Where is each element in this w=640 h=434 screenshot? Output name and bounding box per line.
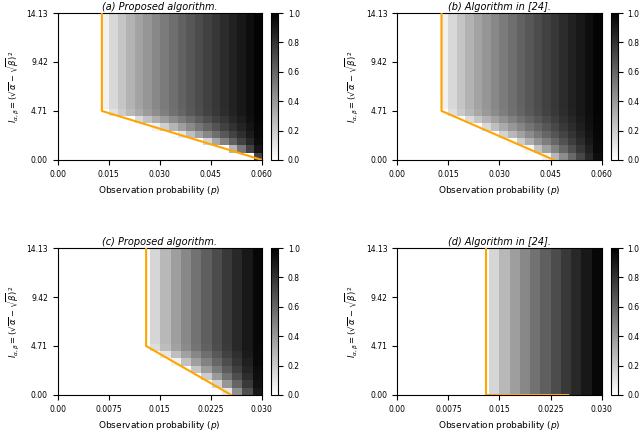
Title: (d) Algorithm in [24].: (d) Algorithm in [24]. xyxy=(448,237,551,247)
Title: (a) Proposed algorithm.: (a) Proposed algorithm. xyxy=(102,2,218,12)
X-axis label: Observation probability $(p)$: Observation probability $(p)$ xyxy=(99,184,221,197)
X-axis label: Observation probability $(p)$: Observation probability $(p)$ xyxy=(99,419,221,432)
Title: (b) Algorithm in [24].: (b) Algorithm in [24]. xyxy=(448,2,551,12)
Y-axis label: $I_{\alpha,\beta} = (\sqrt{\alpha} - \sqrt{\beta})^2$: $I_{\alpha,\beta} = (\sqrt{\alpha} - \sq… xyxy=(4,50,20,123)
Y-axis label: $I_{\alpha,\beta} = (\sqrt{\alpha} - \sqrt{\beta})^2$: $I_{\alpha,\beta} = (\sqrt{\alpha} - \sq… xyxy=(4,285,20,358)
Title: (c) Proposed algorithm.: (c) Proposed algorithm. xyxy=(102,237,217,247)
X-axis label: Observation probability $(p)$: Observation probability $(p)$ xyxy=(438,184,561,197)
Y-axis label: $I_{\alpha,\beta} = (\sqrt{\alpha} - \sqrt{\beta})^2$: $I_{\alpha,\beta} = (\sqrt{\alpha} - \sq… xyxy=(344,285,360,358)
Y-axis label: $I_{\alpha,\beta} = (\sqrt{\alpha} - \sqrt{\beta})^2$: $I_{\alpha,\beta} = (\sqrt{\alpha} - \sq… xyxy=(344,50,360,123)
X-axis label: Observation probability $(p)$: Observation probability $(p)$ xyxy=(438,419,561,432)
